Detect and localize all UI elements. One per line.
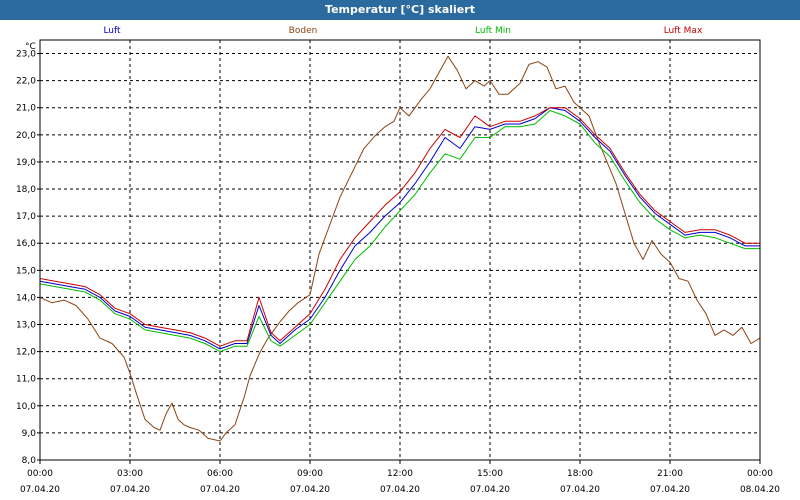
x-tick-date: 07.04.20 [650,485,690,495]
y-tick-label: 12,0 [16,348,36,358]
series-line-luft-max [39,107,760,347]
series-line-luft-min [39,110,760,353]
x-tick-date: 07.04.20 [110,485,150,495]
y-tick-label: 19,0 [16,158,36,168]
legend-item-luft: Luft [103,26,121,36]
x-tick-time: 03:00 [117,469,143,479]
y-tick-label: 10,0 [16,402,36,412]
x-tick-time: 21:00 [657,469,683,479]
x-tick-date: 07.04.20 [200,485,240,495]
series-line-boden [39,55,761,442]
y-tick-label: 9,0 [22,429,37,439]
x-tick-date: 07.04.20 [560,485,600,495]
y-tick-label: 11,0 [16,375,36,385]
y-tick-label: 15,0 [16,266,36,276]
x-tick-date: 07.04.20 [380,485,420,495]
y-tick-label: 13,0 [16,321,36,331]
chart-title: Temperatur [°C] skaliert [0,0,800,20]
y-tick-label: 23,0 [16,50,36,60]
axes: 8,0 9,0 10,0 11,0 12,0 13,0 14,0 15,0 16,0 17,0 18… [16,39,780,495]
x-tick-date: 07.04.20 [290,485,330,495]
plot-frame [39,39,761,461]
y-tick-label: 14,0 [16,293,36,303]
y-tick-label: 20,0 [16,131,36,141]
x-tick-date: 08.04.20 [740,485,780,495]
legend: Luft Boden Luft Min Luft Max [103,26,703,36]
y-tick-label: 21,0 [16,104,36,114]
y-tick-label: 17,0 [16,212,36,222]
y-tick-label: 18,0 [16,185,36,195]
series-lines [39,55,761,442]
y-axis-label: °C [25,42,36,52]
x-tick-time: 15:00 [477,469,503,479]
x-tick-time: 00:00 [747,469,773,479]
x-tick-time: 00:00 [27,469,53,479]
legend-item-boden: Boden [289,26,318,36]
x-tick-time: 12:00 [387,469,413,479]
grid [40,40,760,460]
x-tick-time: 09:00 [297,469,323,479]
y-tick-label: 16,0 [16,239,36,249]
x-tick-time: 18:00 [567,469,593,479]
y-tick-label: 8,0 [22,456,37,466]
temperature-chart: Luft Boden Luft Min Luft Max 8,0 9,0 10,0 11,0… [16,26,780,495]
x-tick-date: 07.04.20 [20,485,60,495]
x-tick-time: 06:00 [207,469,233,479]
x-tick-date: 07.04.20 [470,485,510,495]
series-line-luft [39,107,760,350]
y-tick-label: 22,0 [16,77,36,87]
legend-item-luft-max: Luft Max [664,26,703,36]
legend-item-luft-min: Luft Min [475,26,511,36]
